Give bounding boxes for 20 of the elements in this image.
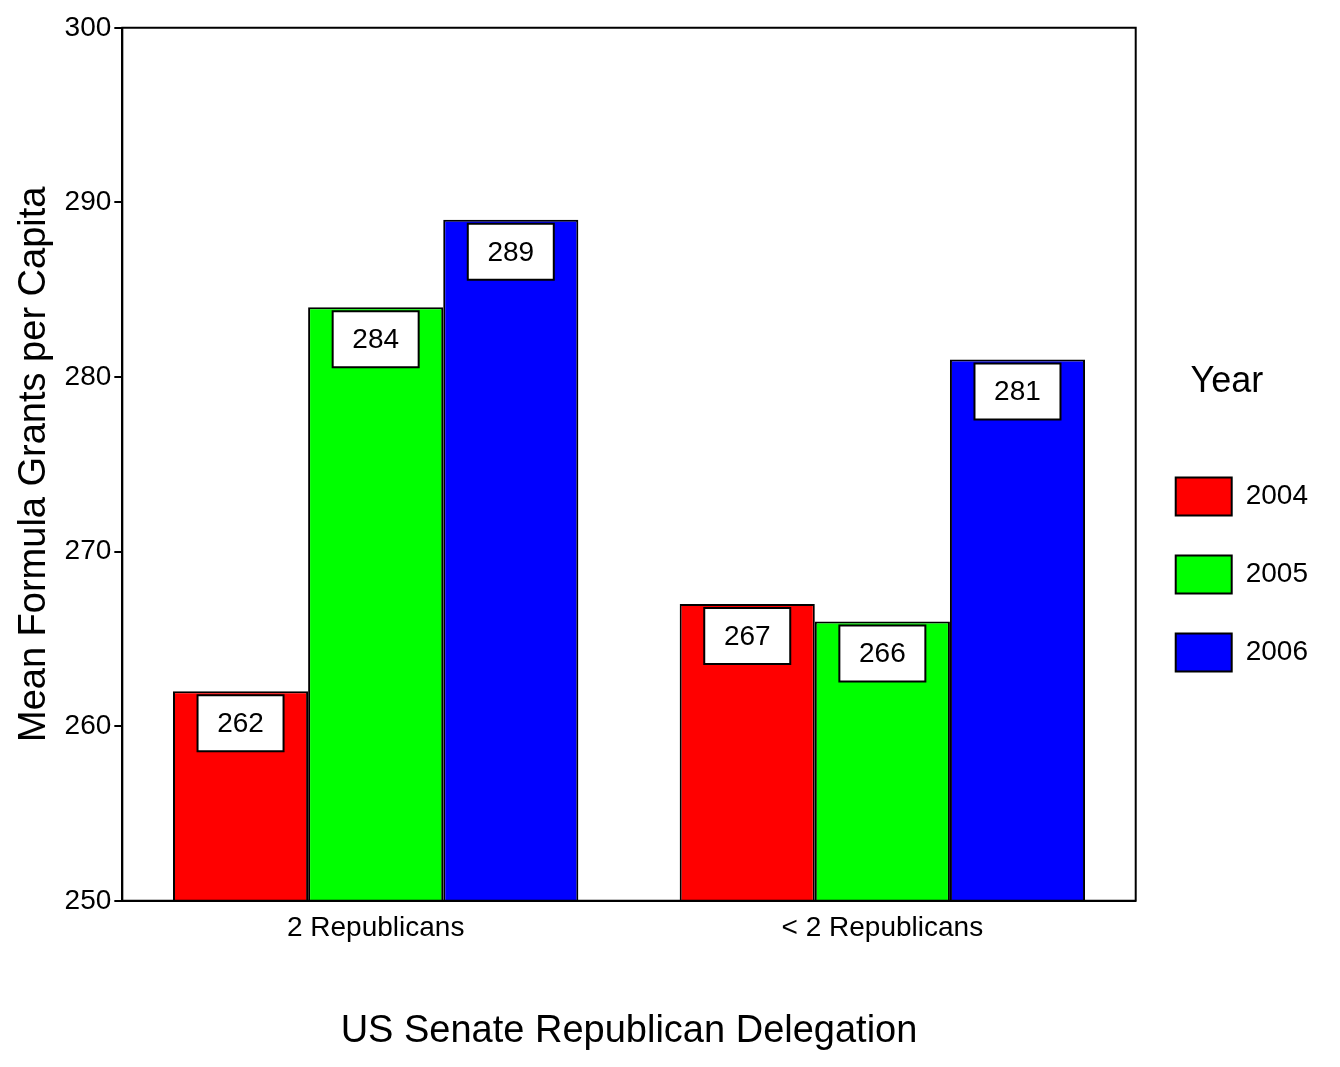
x-tick-label: < 2 Republicans — [781, 911, 984, 943]
data-label: 266 — [859, 637, 906, 669]
data-label: 262 — [217, 707, 264, 738]
x-axis-title: US Senate Republican Delegation — [340, 1007, 918, 1050]
y-tick-label: 260 — [64, 708, 112, 740]
y-tick-label: 270 — [64, 534, 112, 566]
y-tick-label: 280 — [64, 359, 112, 391]
data-label: 284 — [352, 322, 400, 354]
data-label: 289 — [487, 235, 535, 267]
data-label: 281 — [994, 375, 1041, 407]
data-label: 267 — [723, 619, 771, 651]
y-axis-title: Mean Formula Grants per Capita — [11, 185, 54, 743]
legend-label: 2005 — [1245, 557, 1309, 589]
legend-title: Year — [1190, 359, 1264, 401]
y-tick-label: 300 — [64, 10, 112, 42]
legend-label: 2004 — [1245, 479, 1309, 511]
y-tick-label: 250 — [64, 883, 112, 915]
x-tick-label: 2 Republicans — [286, 911, 465, 943]
y-tick-label: 290 — [64, 185, 112, 217]
legend-label: 2006 — [1245, 635, 1309, 667]
